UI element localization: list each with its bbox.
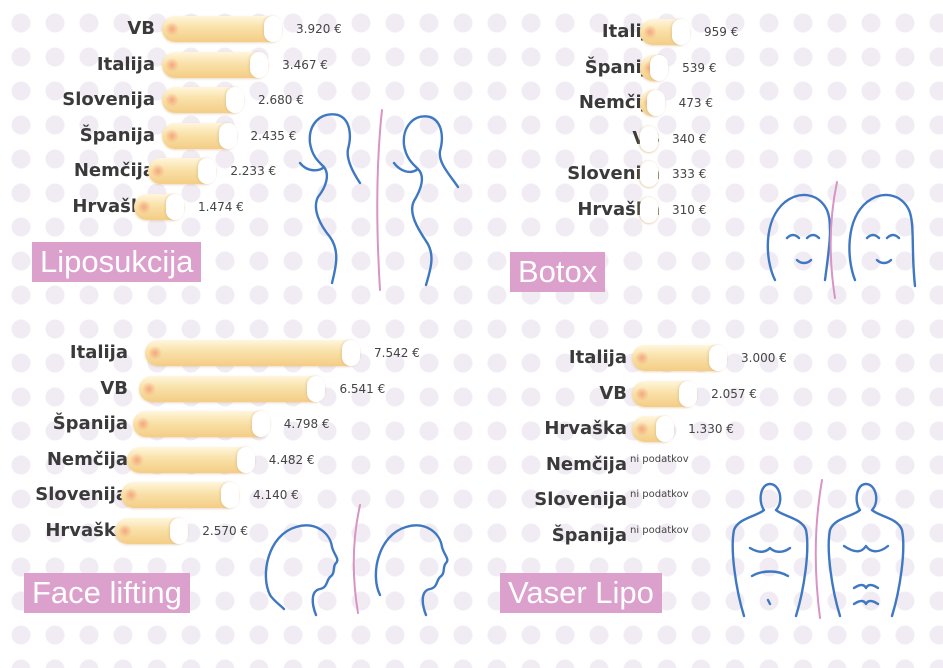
bar: [640, 196, 658, 223]
value-label: 7.542 €: [374, 346, 420, 360]
chart-title-botox: Botox: [510, 252, 606, 292]
bar: [632, 416, 675, 442]
bar: [162, 16, 282, 42]
value-label: 333 €: [672, 167, 707, 181]
category-label: VB: [100, 377, 128, 399]
bar: [121, 482, 240, 508]
category-label: Nemčija: [46, 448, 128, 470]
bar: [640, 54, 669, 81]
value-label: 2.570 €: [202, 523, 249, 538]
bar: [632, 380, 698, 407]
bar: [640, 125, 658, 152]
category-label: Hrvaška: [544, 418, 627, 439]
bar: [162, 122, 237, 149]
value-label: 473 €: [678, 96, 714, 110]
category-label: Španija: [52, 413, 128, 434]
bar: [127, 446, 255, 473]
category-label: Italija: [96, 53, 155, 75]
bar: [640, 19, 690, 45]
chart-panel-face-lifting: Face lifting Italija 7.542 € VB 6.541 € Špan…: [0, 330, 470, 668]
category-label: VB: [127, 18, 155, 39]
no-data-label: ni podatkov: [630, 489, 689, 500]
bar: [640, 161, 658, 187]
value-label: 340 €: [672, 131, 707, 146]
category-label: Nemčija: [73, 160, 155, 181]
value-label: 2.680 €: [258, 93, 304, 107]
value-label: 539 €: [682, 60, 717, 75]
value-label: 1.330 €: [688, 422, 734, 436]
male-torso-icon: [731, 479, 905, 619]
category-label: Slovenija: [567, 163, 660, 184]
value-label: 4.798 €: [283, 417, 330, 431]
bar: [162, 51, 269, 78]
value-label: 2.233 €: [230, 164, 277, 178]
value-label: 2.435 €: [250, 128, 297, 143]
category-label: Španija: [551, 524, 627, 546]
bar: [133, 411, 270, 437]
chart-panel-botox: Botox Italija 959 € Španija 539 € Nemčija 473…: [470, 0, 943, 300]
chart-panel-liposukcija: Liposukcija VB 3.920 € Italija 3.467 € Slove…: [0, 0, 470, 300]
bar: [162, 87, 245, 113]
category-label: Nemčija: [578, 92, 660, 113]
value-label: 3.467 €: [282, 57, 328, 72]
chart-title-vaser-lipo: Vaser Lipo: [500, 573, 662, 613]
chart-title-face-lifting: Face lifting: [24, 573, 190, 613]
value-label: 4.482 €: [268, 452, 315, 467]
value-label: 6.541 €: [339, 381, 386, 396]
bar: [632, 345, 727, 371]
value-label: 1.474 €: [198, 199, 244, 214]
face-icon: [766, 181, 917, 299]
bar: [148, 158, 217, 184]
bar: [139, 375, 326, 402]
bar: [145, 340, 360, 366]
no-data-label: ni podatkov: [630, 524, 689, 536]
category-label: Slovenija: [62, 89, 155, 110]
category-label: Slovenija: [534, 489, 627, 510]
no-data-label: ni podatkov: [630, 453, 689, 465]
chart-panel-vaser-lipo: Vaser Lipo Italija 3.000 € VB 2.057 € Hrvašk…: [470, 330, 943, 668]
bar: [640, 90, 665, 116]
value-label: 2.057 €: [711, 386, 757, 401]
category-label: Nemčija: [545, 453, 627, 475]
value-label: 310 €: [672, 202, 707, 217]
woman-silhouette-icon: [298, 109, 460, 291]
value-label: 3.000 €: [741, 351, 787, 365]
category-label: Španija: [79, 124, 155, 146]
category-label: Italija: [568, 347, 627, 368]
bar: [115, 517, 189, 544]
value-label: 4.140 €: [253, 488, 299, 502]
bar: [134, 193, 184, 220]
category-label: Slovenija: [35, 484, 128, 505]
chart-title-liposukcija: Liposukcija: [32, 242, 202, 282]
profile-face-icon: [264, 504, 449, 617]
category-label: Hrvaška: [45, 519, 128, 541]
category-label: VB: [599, 382, 627, 404]
value-label: 3.920 €: [296, 22, 342, 36]
category-label: Italija: [69, 342, 128, 363]
category-label: Hrvaška: [577, 198, 660, 220]
value-label: 959 €: [704, 25, 739, 39]
